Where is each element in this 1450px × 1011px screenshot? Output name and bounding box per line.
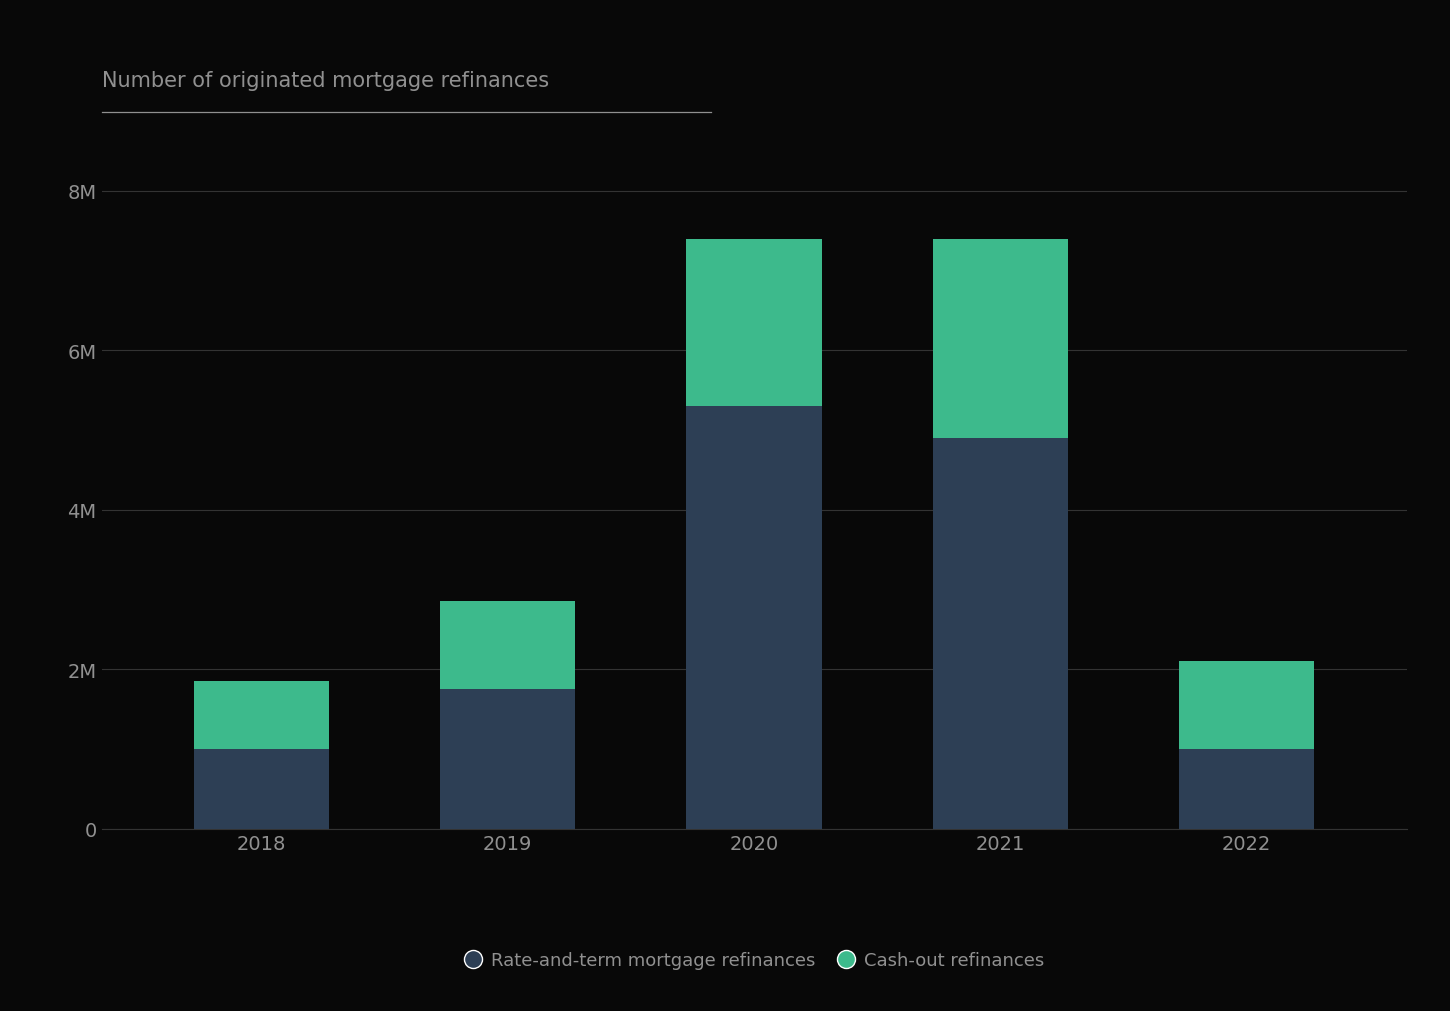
Bar [932, 439, 1069, 829]
Bar [439, 602, 576, 690]
Text: Number of originated mortgage refinances: Number of originated mortgage refinances [102, 71, 548, 91]
Bar [1179, 661, 1314, 749]
Bar [686, 240, 822, 406]
Bar [194, 681, 329, 749]
Bar [686, 406, 822, 829]
Legend: Rate-and-term mortgage refinances, Cash-out refinances: Rate-and-term mortgage refinances, Cash-… [464, 951, 1044, 969]
Bar [439, 690, 576, 829]
Bar [1179, 749, 1314, 829]
Bar [194, 749, 329, 829]
Bar [932, 240, 1069, 439]
